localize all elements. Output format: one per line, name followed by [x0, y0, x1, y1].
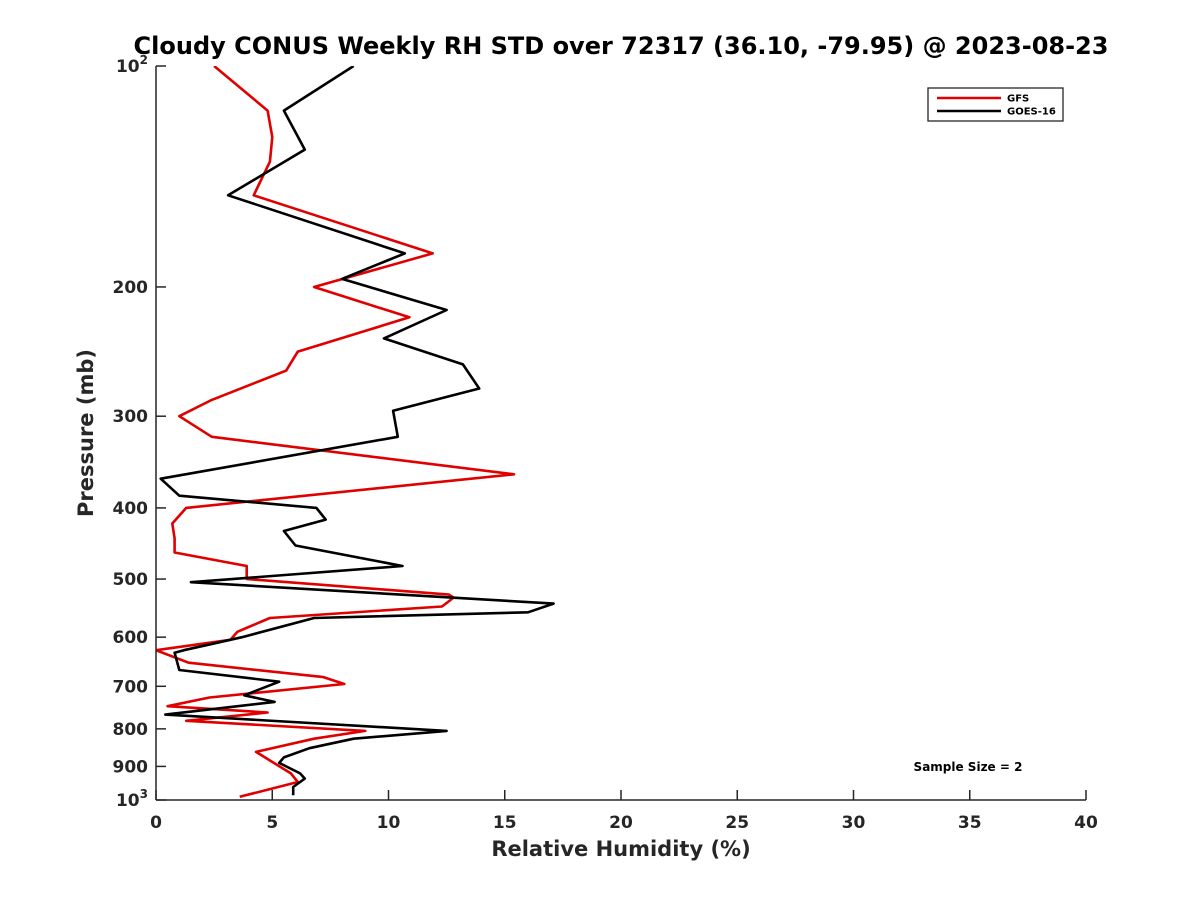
x-tick-label: 20: [609, 813, 633, 833]
x-tick-label: 25: [725, 813, 749, 833]
y-tick-label: 102: [116, 53, 148, 77]
y-tick-label: 500: [113, 570, 149, 590]
y-tick-label: 103: [116, 787, 148, 811]
x-tick-label: 0: [150, 813, 162, 833]
x-tick-label: 15: [493, 813, 517, 833]
y-tick-label: 300: [113, 407, 149, 427]
y-axis-title: Pressure (mb): [74, 349, 98, 517]
data-layer: [156, 66, 555, 799]
chart-title: Cloudy CONUS Weekly RH STD over 72317 (3…: [134, 32, 1109, 60]
x-tick-label: 5: [266, 813, 278, 833]
x-axis-title: Relative Humidity (%): [491, 837, 750, 861]
x-tick-label: 10: [377, 813, 401, 833]
y-tick-label: 800: [113, 720, 149, 740]
y-tick-label: 600: [113, 628, 149, 648]
y-tick-label: 400: [113, 499, 149, 519]
series-line-goes-16: [159, 66, 555, 796]
legend-label-gfs: GFS: [1007, 94, 1029, 105]
y-tick-label: 200: [113, 278, 149, 298]
x-tick-label: 35: [958, 813, 982, 833]
legend: GFS GOES-16: [927, 87, 1064, 122]
y-tick-label: 700: [113, 677, 149, 697]
axes-layer: 0 5 10 15 20 25 30 35 40 102 200 300 400 500 600 700 800…: [113, 53, 1098, 833]
x-tick-label: 40: [1074, 813, 1098, 833]
y-tick-label: 900: [113, 757, 149, 777]
series-line-gfs: [156, 66, 516, 799]
legend-label-goes-16: GOES-16: [1007, 107, 1056, 118]
x-tick-label: 30: [842, 813, 866, 833]
legend-border: [927, 87, 1064, 122]
sample-size-annotation: Sample Size = 2: [914, 760, 1023, 774]
